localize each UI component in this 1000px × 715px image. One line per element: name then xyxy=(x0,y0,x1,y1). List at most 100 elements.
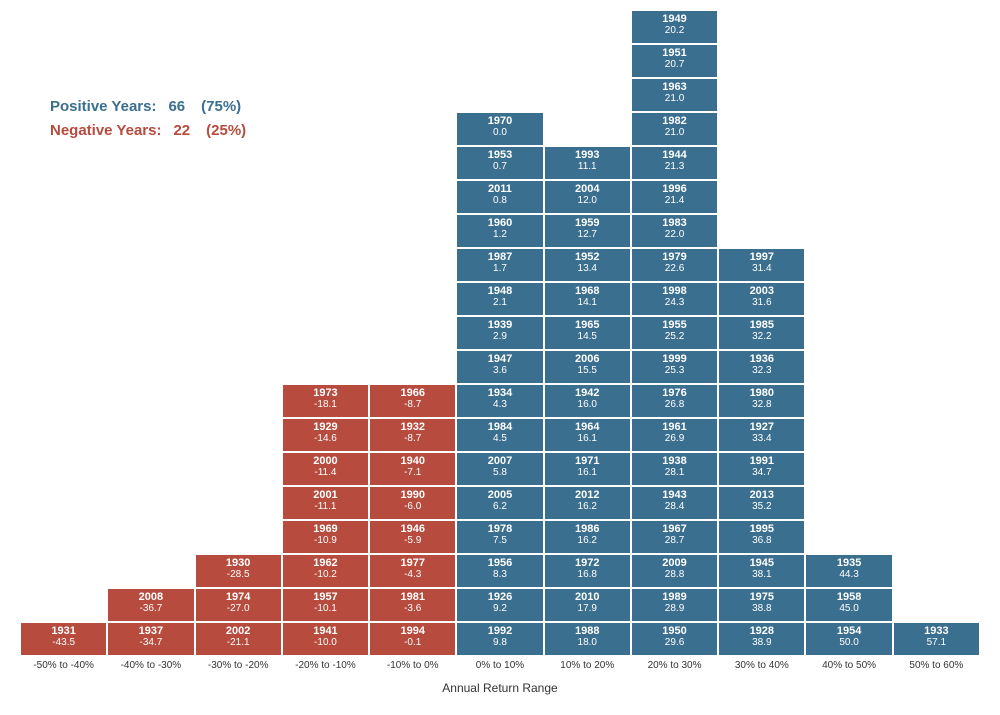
cell-value: -43.5 xyxy=(21,637,106,648)
cell-value: -27.0 xyxy=(196,603,281,614)
cell-year: 1945 xyxy=(719,557,804,569)
cell-value: 3.6 xyxy=(457,365,542,376)
cell-value: 21.4 xyxy=(632,195,717,206)
x-axis-tick: 30% to 40% xyxy=(718,660,805,671)
cell-value: 16.8 xyxy=(545,569,630,580)
cell-year: 1935 xyxy=(806,557,891,569)
cell-year: 1936 xyxy=(719,353,804,365)
cell-value: 24.3 xyxy=(632,297,717,308)
cell-value: -7.1 xyxy=(370,467,455,478)
x-axis-tick: -30% to -20% xyxy=(195,660,282,671)
cell-value: 15.5 xyxy=(545,365,630,376)
histogram-column: 193544.3195845.0195450.0 xyxy=(805,10,892,656)
histogram-cell: 198616.2 xyxy=(544,520,631,554)
histogram-cell: 196814.1 xyxy=(544,282,631,316)
cell-year: 1966 xyxy=(370,387,455,399)
cell-value: 18.0 xyxy=(545,637,630,648)
cell-value: 38.1 xyxy=(719,569,804,580)
cell-value: -11.4 xyxy=(283,467,368,478)
cell-year: 1999 xyxy=(632,353,717,365)
cell-year: 1970 xyxy=(457,115,542,127)
histogram-cell: 2008-36.7 xyxy=(107,588,194,622)
histogram-column: 19700.019530.720110.819601.219871.719482… xyxy=(456,10,543,656)
cell-value: 38.8 xyxy=(719,603,804,614)
histogram-cell: 195029.6 xyxy=(631,622,718,656)
cell-year: 1964 xyxy=(545,421,630,433)
histogram-cell: 19601.2 xyxy=(456,214,543,248)
histogram-cell: 1994-0.1 xyxy=(369,622,456,656)
cell-value: 0.7 xyxy=(457,161,542,172)
histogram-cell: 194920.2 xyxy=(631,10,718,44)
histogram-cell: 1930-28.5 xyxy=(195,554,282,588)
cell-year: 1926 xyxy=(457,591,542,603)
histogram-cell: 19871.7 xyxy=(456,248,543,282)
cell-value: -36.7 xyxy=(108,603,193,614)
cell-value: 22.0 xyxy=(632,229,717,240)
cell-value: 28.4 xyxy=(632,501,717,512)
cell-year: 1952 xyxy=(545,251,630,263)
cell-value: 17.9 xyxy=(545,603,630,614)
histogram-cell: 20110.8 xyxy=(456,180,543,214)
cell-year: 1940 xyxy=(370,455,455,467)
cell-value: 21.0 xyxy=(632,93,717,104)
cell-year: 1932 xyxy=(370,421,455,433)
histogram-chart: 1931-43.52008-36.71937-34.71930-28.51974… xyxy=(20,10,980,695)
histogram-cell: 199536.8 xyxy=(718,520,805,554)
histogram-cell: 199824.3 xyxy=(631,282,718,316)
histogram-cell: 1946-5.9 xyxy=(369,520,456,554)
cell-value: -18.1 xyxy=(283,399,368,410)
cell-value: 16.0 xyxy=(545,399,630,410)
cell-value: 26.8 xyxy=(632,399,717,410)
histogram-cell: 19787.5 xyxy=(456,520,543,554)
cell-value: 20.2 xyxy=(632,25,717,36)
histogram-cell: 201017.9 xyxy=(544,588,631,622)
histogram-cell: 19344.3 xyxy=(456,384,543,418)
histogram-cell: 198928.9 xyxy=(631,588,718,622)
cell-year: 1974 xyxy=(196,591,281,603)
cell-year: 2012 xyxy=(545,489,630,501)
cell-year: 2005 xyxy=(457,489,542,501)
histogram-cell: 198818.0 xyxy=(544,622,631,656)
cell-value: -11.1 xyxy=(283,501,368,512)
cell-year: 1950 xyxy=(632,625,717,637)
histogram-cell: 20056.2 xyxy=(456,486,543,520)
histogram-column: 1973-18.11929-14.62000-11.42001-11.11969… xyxy=(282,10,369,656)
cell-value: 32.8 xyxy=(719,399,804,410)
x-axis-tick: -50% to -40% xyxy=(20,660,107,671)
histogram-cell: 1990-6.0 xyxy=(369,486,456,520)
histogram-cell: 199925.3 xyxy=(631,350,718,384)
histogram-cell: 19530.7 xyxy=(456,146,543,180)
cell-year: 1938 xyxy=(632,455,717,467)
cell-year: 1982 xyxy=(632,115,717,127)
cell-year: 2007 xyxy=(457,455,542,467)
cell-year: 1929 xyxy=(283,421,368,433)
histogram-cell: 1969-10.9 xyxy=(282,520,369,554)
cell-value: 50.0 xyxy=(806,637,891,648)
histogram-cell: 200928.8 xyxy=(631,554,718,588)
cell-year: 1973 xyxy=(283,387,368,399)
cell-value: 32.2 xyxy=(719,331,804,342)
histogram-cell: 194216.0 xyxy=(544,384,631,418)
histogram-column: 2008-36.71937-34.7 xyxy=(107,10,194,656)
cell-year: 1965 xyxy=(545,319,630,331)
histogram-cell: 199621.4 xyxy=(631,180,718,214)
cell-year: 1981 xyxy=(370,591,455,603)
cell-year: 1985 xyxy=(719,319,804,331)
cell-value: 4.5 xyxy=(457,433,542,444)
histogram-cell: 195912.7 xyxy=(544,214,631,248)
cell-year: 1949 xyxy=(632,13,717,25)
cell-value: -34.7 xyxy=(108,637,193,648)
histogram-column: 1930-28.51974-27.02002-21.1 xyxy=(195,10,282,656)
cell-year: 2001 xyxy=(283,489,368,501)
histogram-cell: 20075.8 xyxy=(456,452,543,486)
histogram-column: 199311.1200412.0195912.7195213.4196814.1… xyxy=(544,10,631,656)
cell-year: 1995 xyxy=(719,523,804,535)
cell-year: 2003 xyxy=(719,285,804,297)
cell-value: -28.5 xyxy=(196,569,281,580)
histogram-cell: 1974-27.0 xyxy=(195,588,282,622)
cell-year: 1980 xyxy=(719,387,804,399)
cell-value: 2.1 xyxy=(457,297,542,308)
cell-value: 36.8 xyxy=(719,535,804,546)
cell-value: 9.8 xyxy=(457,637,542,648)
cell-value: -14.6 xyxy=(283,433,368,444)
